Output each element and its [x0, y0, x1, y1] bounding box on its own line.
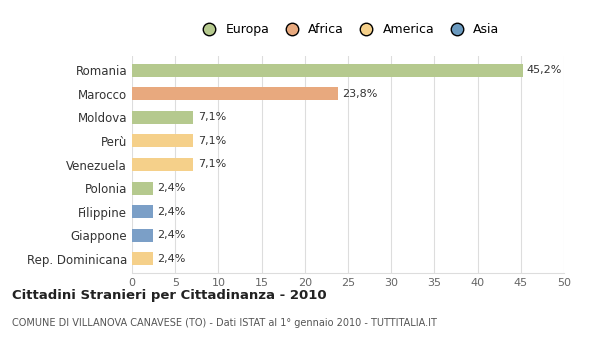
Bar — [132, 134, 193, 147]
Legend: Europa, Africa, America, Asia: Europa, Africa, America, Asia — [194, 21, 502, 39]
Bar — [132, 158, 193, 171]
Bar — [132, 229, 153, 242]
Text: 7,1%: 7,1% — [197, 112, 226, 122]
Text: 2,4%: 2,4% — [157, 230, 185, 240]
Bar — [132, 252, 153, 265]
Bar — [132, 182, 153, 195]
Text: 2,4%: 2,4% — [157, 206, 185, 217]
Text: 45,2%: 45,2% — [527, 65, 562, 75]
Bar — [132, 205, 153, 218]
Text: COMUNE DI VILLANOVA CANAVESE (TO) - Dati ISTAT al 1° gennaio 2010 - TUTTITALIA.I: COMUNE DI VILLANOVA CANAVESE (TO) - Dati… — [12, 318, 437, 329]
Text: 7,1%: 7,1% — [197, 136, 226, 146]
Text: 23,8%: 23,8% — [342, 89, 377, 99]
Bar — [132, 87, 338, 100]
Text: Cittadini Stranieri per Cittadinanza - 2010: Cittadini Stranieri per Cittadinanza - 2… — [12, 289, 326, 302]
Bar — [132, 111, 193, 124]
Text: 2,4%: 2,4% — [157, 254, 185, 264]
Bar — [132, 64, 523, 77]
Text: 7,1%: 7,1% — [197, 160, 226, 169]
Text: 2,4%: 2,4% — [157, 183, 185, 193]
